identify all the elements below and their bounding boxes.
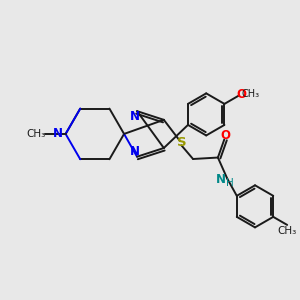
Text: N: N bbox=[130, 145, 140, 158]
Text: CH₃: CH₃ bbox=[242, 89, 260, 99]
Text: N: N bbox=[130, 110, 140, 124]
Text: CH₃: CH₃ bbox=[26, 129, 45, 139]
Text: O: O bbox=[221, 128, 231, 142]
Text: N: N bbox=[216, 173, 226, 186]
Text: CH₃: CH₃ bbox=[277, 226, 296, 236]
Text: H: H bbox=[226, 178, 233, 188]
Text: O: O bbox=[236, 88, 246, 101]
Text: N: N bbox=[53, 128, 63, 140]
Text: S: S bbox=[177, 136, 187, 149]
